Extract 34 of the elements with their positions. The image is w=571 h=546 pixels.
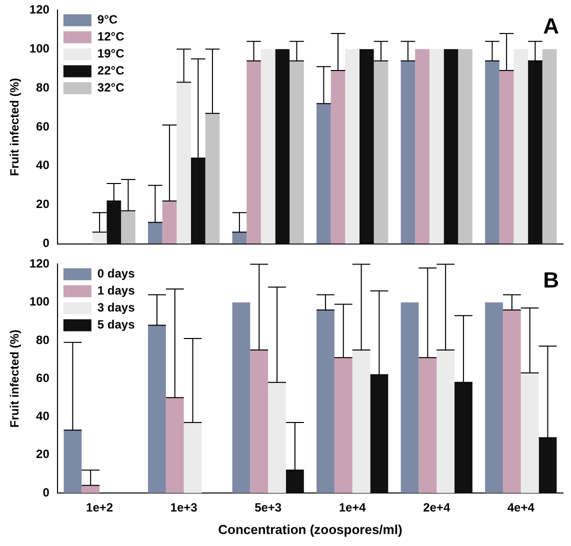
x-tick-label: 1e+4 (338, 500, 366, 515)
y-tick-label: 40 (36, 158, 50, 172)
legend-label: 3 days (97, 300, 136, 315)
y-tick-label: 120 (29, 2, 50, 17)
legend-label: 12°C (97, 30, 125, 44)
legend-label: 19°C (97, 46, 125, 61)
legend-label: 32°C (97, 80, 125, 95)
y-tick-label: 80 (36, 332, 50, 347)
y-tick-label: 120 (29, 256, 50, 271)
y-tick-label: 0 (42, 485, 50, 500)
y-axis-title: Fruit infected (%) (8, 330, 22, 428)
y-axis-title: Fruit infected (%) (8, 78, 22, 176)
y-tick-label: 0 (42, 236, 50, 250)
x-tick-label: 4e+4 (507, 500, 535, 515)
legend-label: 9°C (97, 12, 118, 27)
y-tick-label: 60 (36, 370, 50, 385)
annotation: A (543, 13, 560, 38)
y-tick-label: 40 (36, 409, 50, 424)
y-tick-label: 60 (36, 119, 50, 134)
y-tick-label: 100 (29, 41, 50, 56)
x-tick-label: 2e+4 (423, 500, 450, 515)
annotation: B (543, 267, 559, 292)
y-tick-label: 100 (29, 294, 50, 309)
y-tick-label: 20 (36, 447, 50, 462)
x-tick-label: 5e+3 (254, 500, 282, 515)
legend-label: 0 days (97, 266, 136, 281)
y-tick-label: 20 (36, 197, 50, 212)
legend-label: 1 days (97, 284, 136, 298)
x-axis-title: Concentration (zoospores/ml) (218, 522, 402, 537)
x-tick-label: 1e+2 (86, 500, 114, 515)
x-tick-label: 1e+3 (170, 500, 198, 515)
legend-label: 22°C (97, 64, 125, 78)
y-tick-label: 80 (36, 80, 50, 94)
legend-label: 5 days (97, 318, 136, 332)
